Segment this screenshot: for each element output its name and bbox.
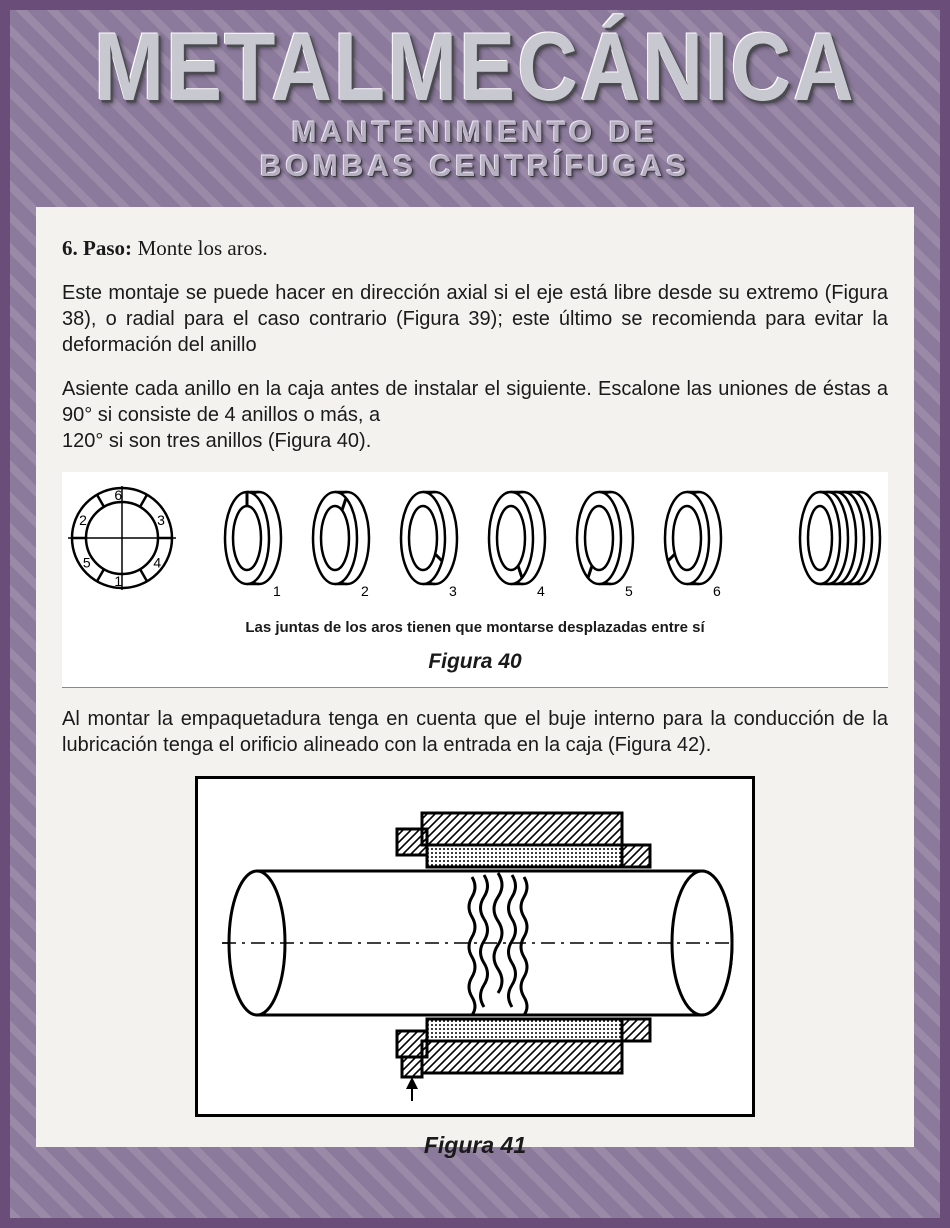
figure-40-ring: 6: [649, 482, 737, 602]
svg-text:3: 3: [157, 512, 165, 528]
step-line: 6. Paso: Monte los aros.: [62, 235, 888, 262]
svg-text:2: 2: [79, 512, 87, 528]
svg-text:3: 3: [449, 583, 457, 599]
svg-text:5: 5: [625, 583, 633, 599]
svg-text:4: 4: [153, 555, 161, 571]
paragraph-2: Asiente cada anillo en la caja antes de …: [62, 376, 888, 454]
page-frame: METALMECÁNICA MANTENIMIENTO DE BOMBAS CE…: [0, 0, 950, 1228]
step-label: 6. Paso:: [62, 236, 132, 260]
svg-text:1: 1: [273, 583, 281, 599]
figure-41: Figura 41: [195, 776, 755, 1161]
svg-text:6: 6: [713, 583, 721, 599]
figure-40: 1 2 3 4 5 6 1 2 3 4 5 6 Las juntas de los aros tie…: [62, 472, 888, 688]
svg-text:6: 6: [114, 487, 122, 503]
svg-text:5: 5: [83, 555, 91, 571]
figure-40-ring: 5: [561, 482, 649, 602]
figure-40-rings-row: 1 2 3 4 5 6 1 2 3 4 5 6: [68, 482, 882, 602]
figure-40-ring: 3: [385, 482, 473, 602]
figure-40-stack: [770, 482, 882, 602]
figure-40-ring: 1: [209, 482, 297, 602]
page-subtitle: MANTENIMIENTO DE BOMBAS CENTRÍFUGAS: [36, 116, 914, 185]
page-header: METALMECÁNICA MANTENIMIENTO DE BOMBAS CE…: [36, 28, 914, 207]
step-text: Monte los aros.: [138, 236, 268, 260]
figure-40-caption: Las juntas de los aros tienen que montar…: [68, 618, 882, 638]
figure-41-diagram: [202, 783, 752, 1103]
paragraph-3: Al montar la empaquetadura tenga en cuen…: [62, 706, 888, 758]
figure-41-title: Figura 41: [195, 1131, 755, 1161]
page-title: METALMECÁNICA: [36, 22, 914, 114]
figure-40-ring: 4: [473, 482, 561, 602]
content-panel: 6. Paso: Monte los aros. Este montaje se…: [36, 207, 914, 1147]
figure-40-title: Figura 40: [68, 648, 882, 675]
svg-text:4: 4: [537, 583, 545, 599]
svg-text:2: 2: [361, 583, 369, 599]
figure-41-box: [195, 776, 755, 1117]
figure-40-front-ring: 1 2 3 4 5 6: [68, 482, 176, 602]
paragraph-1: Este montaje se puede hacer en dirección…: [62, 280, 888, 358]
svg-text:1: 1: [114, 573, 122, 589]
figure-40-ring-series: 1 2 3 4 5 6: [209, 482, 737, 602]
figure-40-ring: 2: [297, 482, 385, 602]
